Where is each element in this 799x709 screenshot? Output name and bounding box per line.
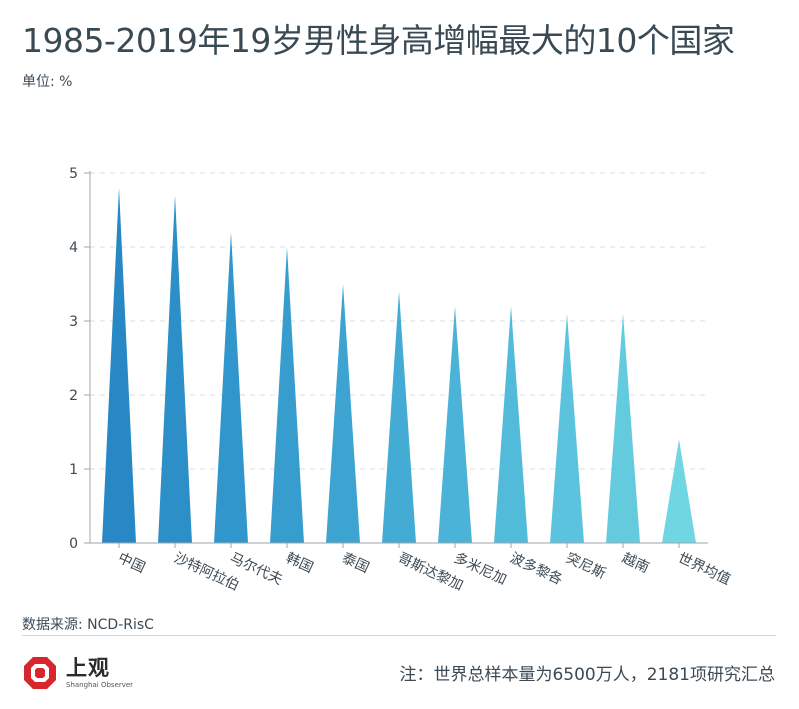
brand-logo[interactable]: 上观 Shanghai Observer [22,652,182,696]
bar [326,284,360,543]
divider [22,635,776,636]
bar [438,306,472,543]
category-label: 波多黎各 [507,549,565,588]
bar [158,195,192,543]
y-tick-label: 3 [69,314,78,330]
bar [606,313,640,543]
bar [550,313,584,543]
y-axis: 0 1 2 3 4 5 [69,166,91,552]
y-tick-label: 0 [69,536,78,552]
shanghai-observer-logo-icon [24,657,56,689]
bar [662,439,696,543]
data-source: 数据来源: NCD-RisC [22,617,154,633]
category-label: 泰国 [339,550,371,576]
category-label: 突尼斯 [563,550,608,582]
y-tick-label: 2 [69,388,78,404]
category-label: 越南 [619,550,651,576]
bar [270,247,304,543]
category-label: 世界均值 [675,550,733,588]
category-label: 中国 [115,550,147,576]
bars [102,187,696,544]
unit-label: 单位: % [22,74,73,90]
y-tick-label: 4 [69,240,78,256]
bar [382,291,416,543]
bar [102,187,136,544]
category-label: 韩国 [283,550,315,576]
page-title: 1985-2019年19岁男性身高增幅最大的10个国家 [22,21,735,60]
logo-name: 上观 [66,656,110,680]
logo-subtitle: Shanghai Observer [66,681,134,689]
grid-lines [90,172,708,470]
y-tick-label: 5 [69,166,78,182]
y-tick-label: 1 [69,462,78,478]
bar [494,306,528,543]
footnote: 注：世界总样本量为6500万人，2181项研究汇总 [399,665,775,685]
bar [214,232,248,543]
